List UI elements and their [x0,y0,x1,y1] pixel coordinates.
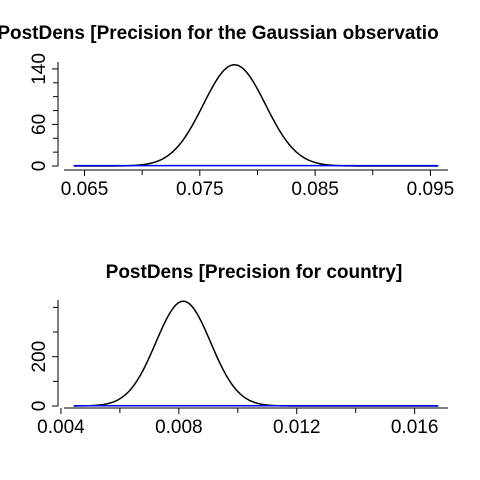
density-curve [73,300,439,407]
x-tick-label: 0.075 [176,179,224,200]
x-tick-label: 0.012 [273,417,321,438]
x-tick-label: 0.095 [407,179,455,200]
chart-title: PostDens [Precision for the Gaussian obs… [0,23,439,44]
x-tick-label: 0.065 [61,179,109,200]
x-tick-label: 0.004 [37,417,85,438]
x-tick-label: 0.008 [155,417,203,438]
density-curve [73,64,439,167]
y-tick-label: 200 [29,341,50,373]
chart-title: PostDens [Precision for country] [106,262,403,283]
y-tick-label: 140 [29,53,50,85]
chart-panel-precision-country: PostDens [Precision for country] 0.004 0.0… [29,262,448,438]
y-tick-label: 0 [29,401,50,412]
y-tick-label: 0 [29,161,50,172]
y-tick-label: 60 [29,114,50,135]
chart-panel-precision-gaussian: PostDens [Precision for the Gaussian obs… [0,23,454,200]
x-tick-label: 0.085 [291,179,339,200]
x-tick-label: 0.016 [391,417,439,438]
